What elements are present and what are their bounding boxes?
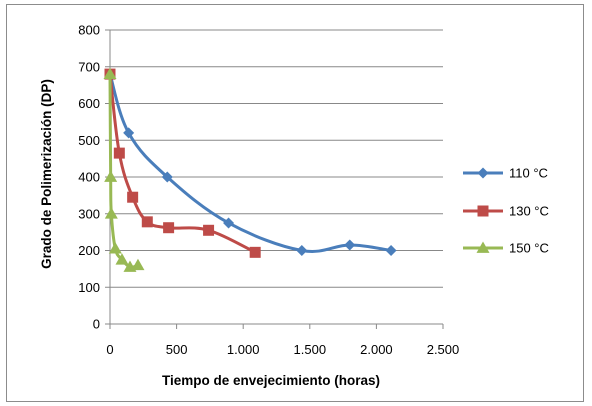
data-point — [223, 217, 235, 229]
data-point — [131, 258, 145, 271]
y-axis-title: Grado de Polimerización (DP) — [39, 79, 54, 269]
x-tick-label: 2.000 — [360, 342, 393, 357]
data-point — [115, 253, 129, 265]
y-tick-label: 800 — [78, 23, 100, 38]
x-axis-title: Tiempo de envejecimiento (horas) — [162, 373, 380, 388]
legend-label: 130 °C — [509, 204, 549, 219]
x-tick-label: 0 — [106, 342, 113, 357]
y-tick-label: 200 — [78, 243, 100, 258]
y-tick-label: 700 — [78, 59, 100, 74]
x-tick-label: 1.500 — [294, 342, 327, 357]
data-point — [113, 147, 125, 159]
legend-label: 110 °C — [509, 166, 548, 181]
legend-marker — [476, 241, 490, 253]
data-point — [108, 242, 122, 254]
data-point — [385, 245, 397, 256]
data-point — [141, 216, 153, 228]
series-group — [103, 67, 397, 272]
y-tick-label: 0 — [93, 317, 100, 332]
data-point — [127, 191, 139, 203]
data-point — [103, 67, 117, 79]
data-point — [104, 207, 118, 219]
y-tick-label: 500 — [78, 133, 100, 148]
data-point — [296, 245, 308, 256]
x-tick-label: 1.000 — [227, 342, 260, 357]
data-point — [123, 127, 135, 139]
legend-label: 150 °C — [509, 241, 549, 256]
y-tick-label: 300 — [78, 206, 100, 221]
x-tick-label: 2.500 — [427, 342, 460, 357]
tick-labels: 0 100 200 300 400 500 600 700 800 0 500 1.000 1.500 2… — [78, 23, 459, 358]
chart-frame — [6, 4, 584, 402]
x-tick-label: 500 — [166, 342, 188, 357]
data-point — [249, 246, 261, 258]
legend: 110 °C 130 °C 150 °C — [463, 166, 549, 256]
data-point — [203, 224, 215, 236]
y-tick-label: 100 — [78, 280, 100, 295]
y-tick-label: 600 — [78, 96, 100, 111]
axes — [105, 29, 444, 329]
legend-marker — [477, 167, 489, 179]
data-point — [344, 239, 356, 251]
data-point — [163, 222, 175, 234]
y-tick-label: 400 — [78, 170, 100, 185]
legend-marker — [477, 205, 489, 217]
data-point — [161, 171, 173, 183]
data-point — [104, 170, 118, 182]
